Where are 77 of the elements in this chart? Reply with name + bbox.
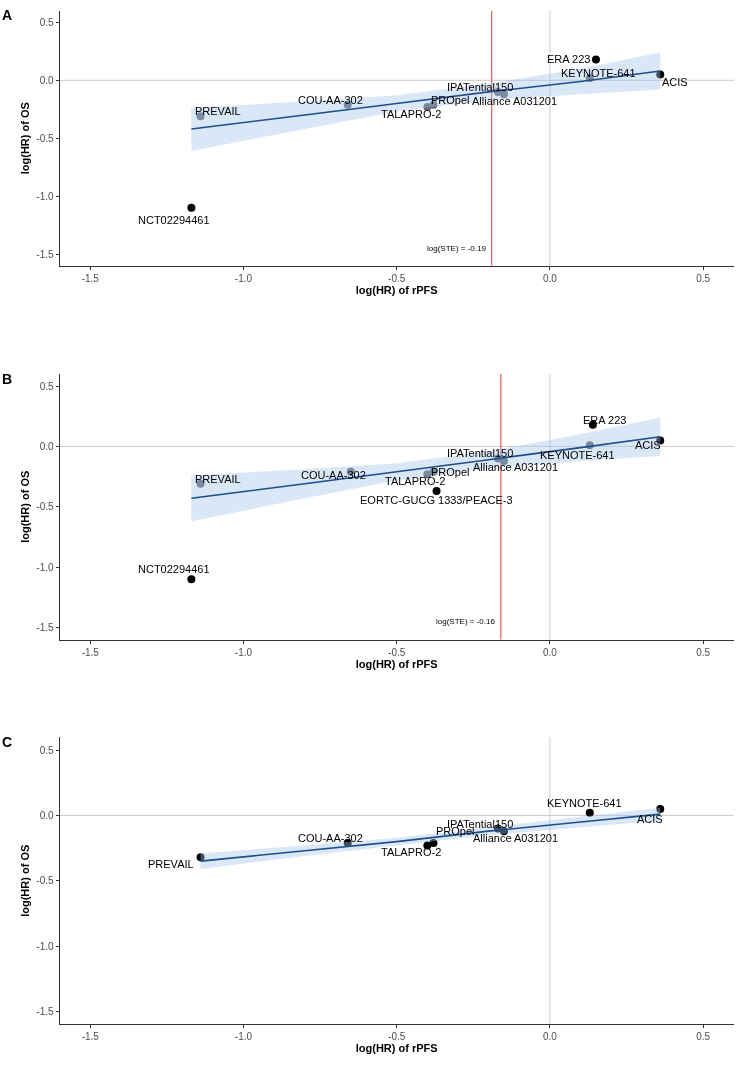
x-tick-label: 0.0 <box>543 646 558 658</box>
point <box>429 838 438 847</box>
x-tick-label: -1.5 <box>81 272 100 284</box>
y-tick-label: -0.5 <box>36 875 55 887</box>
annotation: COU-AA-302 <box>298 94 363 106</box>
x-tick-label: 0.5 <box>696 272 711 284</box>
x-tick-label: -1.5 <box>81 646 100 658</box>
annotation: IPATential150 <box>447 447 514 459</box>
annotation: ERA 223 <box>547 53 591 65</box>
annotation: PREVAIL <box>195 473 241 485</box>
point <box>656 804 665 813</box>
chart-title: B <box>2 371 13 387</box>
annotation: NCT02294461 <box>138 563 210 575</box>
x-tick-label: -0.5 <box>388 646 406 658</box>
y-tick-label: 0.5 <box>39 380 55 392</box>
x-tick-label: -1.0 <box>234 1031 253 1043</box>
y-tick-label: -0.5 <box>36 132 55 144</box>
annotation: PROpel <box>431 466 470 478</box>
x-tick-label: 0.0 <box>543 1031 558 1043</box>
annotation: log(STE) = -0.19 <box>427 244 487 253</box>
point <box>187 575 196 584</box>
y-axis-title: log(HR) of OS <box>19 844 32 917</box>
y-tick-label: 0.0 <box>39 440 55 452</box>
annotation: Alliance A031201 <box>472 95 558 107</box>
point <box>585 808 594 817</box>
y-tick-label: -0.5 <box>36 501 55 513</box>
x-axis-title: log(HR) of rPFS <box>355 1042 438 1055</box>
annotation: IPATential150 <box>447 81 514 93</box>
annotation: PROpel <box>431 94 470 106</box>
x-tick-label: -0.5 <box>388 272 406 284</box>
x-tick-label: 0.5 <box>696 646 711 658</box>
y-tick-label: -1.0 <box>36 940 55 952</box>
y-tick-label: 0.5 <box>39 16 55 28</box>
y-axis-title: log(HR) of OS <box>19 102 32 175</box>
annotation: KEYNOTE-641 <box>540 449 615 461</box>
chart-title: A <box>2 7 13 23</box>
y-axis-title: log(HR) of OS <box>19 470 32 543</box>
annotation: ACIS <box>635 439 661 451</box>
annotation: TALAPRO-2 <box>381 846 442 858</box>
annotation: COU-AA-302 <box>301 469 366 481</box>
annotation: KEYNOTE-641 <box>561 67 636 79</box>
y-tick-label: 0.0 <box>39 74 55 86</box>
annotation: log(STE) = -0.16 <box>436 617 496 626</box>
x-tick-label: 0.5 <box>696 1031 711 1043</box>
x-tick-label: 0.0 <box>543 272 558 284</box>
annotation: ERA 223 <box>583 414 627 426</box>
annotation: PREVAIL <box>195 105 241 117</box>
x-tick-label: -1.0 <box>234 272 253 284</box>
y-tick-label: -1.5 <box>36 621 55 633</box>
annotation: EORTC-GUCG 1333/PEACE-3 <box>360 494 513 506</box>
annotation: ACIS <box>662 76 688 88</box>
annotation: ACIS <box>637 813 663 825</box>
annotation: Alliance A031201 <box>473 461 559 473</box>
y-tick-label: 0.0 <box>39 809 55 821</box>
y-tick-label: 0.5 <box>39 744 55 756</box>
point <box>656 70 665 79</box>
chart-title: C <box>2 734 13 750</box>
point <box>432 487 441 496</box>
annotation: NCT02294461 <box>138 214 210 226</box>
x-axis-title: log(HR) of rPFS <box>355 657 438 670</box>
y-tick-label: -1.0 <box>36 561 55 573</box>
annotation: TALAPRO-2 <box>385 475 446 487</box>
annotation: COU-AA-302 <box>298 832 363 844</box>
annotation: KEYNOTE-641 <box>547 797 622 809</box>
point <box>187 203 196 212</box>
y-tick-label: -1.5 <box>36 248 55 260</box>
x-axis-title: log(HR) of rPFS <box>355 283 438 296</box>
annotation: Alliance A031201 <box>473 832 559 844</box>
point <box>591 55 600 64</box>
annotation: TALAPRO-2 <box>381 108 442 120</box>
x-tick-label: -1.0 <box>234 646 253 658</box>
y-tick-label: -1.5 <box>36 1005 55 1017</box>
x-tick-label: -1.5 <box>81 1031 100 1043</box>
annotation: PREVAIL <box>148 858 194 870</box>
point <box>196 853 205 862</box>
x-tick-label: -0.5 <box>388 1031 406 1043</box>
y-tick-label: -1.0 <box>36 190 55 202</box>
